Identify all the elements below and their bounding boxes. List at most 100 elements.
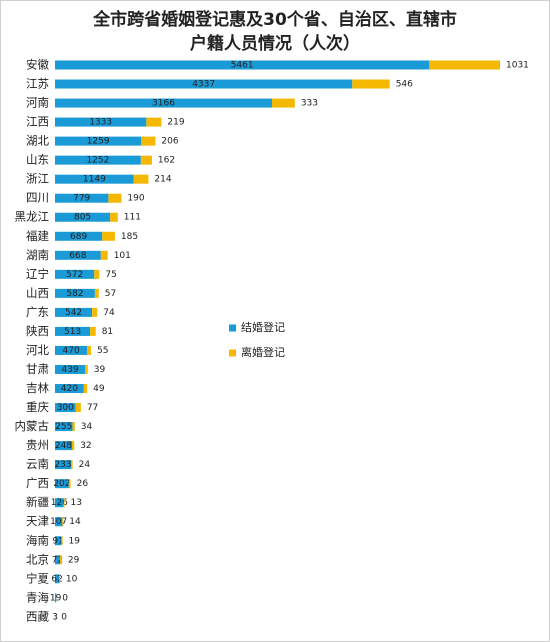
value-label: 1259 xyxy=(87,137,110,147)
y-tick-label: 贵州 xyxy=(26,438,49,452)
value-label: 805 xyxy=(74,213,91,223)
bar-segment xyxy=(55,79,353,89)
y-tick-label: 海南 xyxy=(26,533,49,547)
value-label: 10 xyxy=(66,574,78,584)
value-label: 5461 xyxy=(231,61,254,71)
value-label: 19 xyxy=(50,593,62,603)
bar-segment xyxy=(141,136,156,146)
value-label: 55 xyxy=(97,346,108,356)
value-label: 233 xyxy=(54,460,71,470)
value-label: 39 xyxy=(94,365,106,375)
y-tick-label: 天津 xyxy=(26,514,49,528)
y-tick-label: 内蒙古 xyxy=(15,419,50,433)
value-label: 582 xyxy=(66,289,83,299)
value-label: 779 xyxy=(73,194,90,204)
value-label: 668 xyxy=(69,251,86,261)
y-tick-label: 广西 xyxy=(26,476,49,490)
value-label: 81 xyxy=(102,327,113,337)
legend-swatch xyxy=(229,324,236,332)
y-tick-label: 浙江 xyxy=(26,172,49,186)
y-tick-label: 安徽 xyxy=(26,58,49,72)
bar-segment xyxy=(55,498,64,508)
y-tick-label: 江西 xyxy=(26,115,49,129)
value-label: 77 xyxy=(87,403,98,413)
value-label: 572 xyxy=(66,270,83,280)
bar-segment xyxy=(55,307,93,317)
bar-segment xyxy=(92,307,98,317)
y-tick-label: 河北 xyxy=(26,343,49,357)
bar-segment xyxy=(55,174,134,184)
value-label: 0 xyxy=(62,593,68,603)
value-label: 470 xyxy=(63,346,80,356)
bar-segment xyxy=(55,422,73,432)
bar-segment xyxy=(55,479,69,489)
value-label: 219 xyxy=(167,118,184,128)
bar-segment xyxy=(59,574,60,584)
value-label: 439 xyxy=(61,365,78,375)
bar-segment xyxy=(94,269,100,279)
value-label: 300 xyxy=(57,403,74,413)
bar-segment xyxy=(59,555,62,565)
bar-segment xyxy=(55,403,76,413)
bar-segment xyxy=(70,460,73,470)
value-label: 333 xyxy=(301,99,318,109)
bar-segment xyxy=(108,193,122,203)
bar-segment xyxy=(429,60,500,70)
y-tick-label: 湖南 xyxy=(26,248,49,262)
bar-segment xyxy=(55,536,62,546)
bar-segment xyxy=(68,479,71,489)
value-label: 74 xyxy=(103,308,115,318)
value-label: 91 xyxy=(52,536,63,546)
value-label: 190 xyxy=(127,194,144,204)
bar-segment xyxy=(55,212,111,222)
bar-segment xyxy=(352,79,390,89)
bar-segment xyxy=(55,460,71,470)
legend-label: 离婚登记 xyxy=(241,345,285,359)
y-tick-label: 辽宁 xyxy=(26,267,49,281)
y-tick-label: 西藏 xyxy=(26,609,49,623)
bar-segment xyxy=(55,593,57,603)
value-label: 107 xyxy=(50,517,67,527)
bar-segment xyxy=(110,212,118,222)
value-label: 26 xyxy=(77,479,89,489)
bar-segment xyxy=(55,117,147,127)
value-label: 49 xyxy=(93,384,105,394)
value-label: 214 xyxy=(154,175,171,185)
value-label: 542 xyxy=(65,308,82,318)
y-tick-label: 青海 xyxy=(26,590,49,604)
bar-segment xyxy=(55,250,101,260)
bar-segment xyxy=(62,517,64,527)
y-tick-label: 江苏 xyxy=(26,77,49,91)
bar-segment xyxy=(55,155,141,165)
value-label: 126 xyxy=(51,498,68,508)
y-tick-label: 四川 xyxy=(26,191,49,205)
value-label: 3166 xyxy=(152,99,175,109)
value-label: 62 xyxy=(51,574,62,584)
y-tick-label: 河南 xyxy=(26,96,49,110)
bar-segment xyxy=(140,155,152,165)
value-label: 72 xyxy=(52,555,63,565)
value-label: 14 xyxy=(69,517,81,527)
bar-segment xyxy=(55,517,63,527)
bar-segment xyxy=(55,98,273,108)
bar-segment xyxy=(102,231,115,241)
bar-segment xyxy=(55,231,103,241)
y-tick-label: 宁夏 xyxy=(26,571,49,585)
legend-swatch xyxy=(229,349,236,357)
value-label: 255 xyxy=(55,422,72,432)
y-tick-label: 甘肃 xyxy=(26,362,49,376)
bar-segment xyxy=(55,288,95,298)
bar-segment xyxy=(55,269,95,279)
value-label: 420 xyxy=(61,384,78,394)
value-label: 689 xyxy=(70,232,87,242)
value-label: 248 xyxy=(55,441,72,451)
value-label: 32 xyxy=(80,441,91,451)
value-label: 202 xyxy=(53,479,70,489)
bar-segment xyxy=(72,422,75,432)
value-label: 3 xyxy=(52,612,58,622)
value-label: 29 xyxy=(68,555,80,565)
y-tick-label: 重庆 xyxy=(26,400,49,414)
value-label: 75 xyxy=(105,270,116,280)
y-tick-label: 新疆 xyxy=(26,495,49,509)
